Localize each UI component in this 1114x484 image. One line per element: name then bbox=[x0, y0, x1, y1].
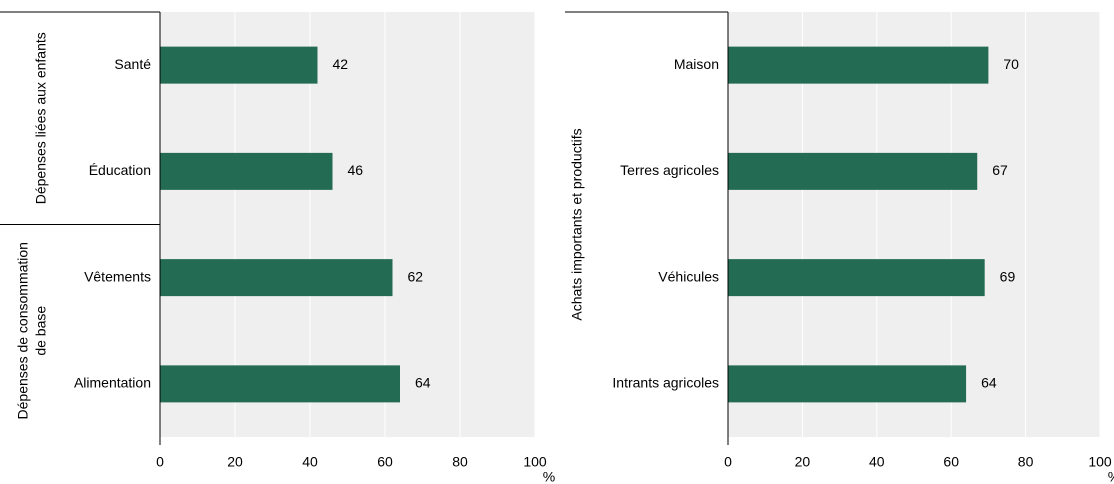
y-tick-label: Terres agricoles bbox=[620, 162, 719, 178]
y-tick-label: Maison bbox=[674, 56, 719, 72]
value-label: 42 bbox=[333, 56, 349, 72]
value-label: 69 bbox=[1000, 268, 1016, 284]
value-label: 67 bbox=[992, 162, 1008, 178]
value-label: 62 bbox=[408, 268, 424, 284]
bar bbox=[160, 365, 400, 403]
bar bbox=[728, 259, 985, 297]
x-tick-label: 0 bbox=[156, 454, 164, 470]
group-label: Dépenses liées aux enfants bbox=[33, 32, 49, 204]
value-label: 70 bbox=[1003, 56, 1019, 72]
x-tick-label: 0 bbox=[724, 454, 732, 470]
x-tick-label: 40 bbox=[869, 454, 885, 470]
x-tick-label: 40 bbox=[302, 454, 318, 470]
x-axis-label: % bbox=[1108, 469, 1114, 484]
bar bbox=[160, 152, 333, 190]
bar bbox=[728, 46, 989, 84]
bar bbox=[728, 365, 967, 403]
x-tick-label: 100 bbox=[1088, 454, 1112, 470]
x-tick-label: 100 bbox=[523, 454, 547, 470]
bar bbox=[160, 46, 318, 84]
y-tick-label: Alimentation bbox=[74, 375, 151, 391]
bar bbox=[728, 152, 978, 190]
group-label: de base bbox=[33, 306, 49, 356]
y-tick-label: Intrants agricoles bbox=[612, 375, 719, 391]
x-tick-label: 20 bbox=[227, 454, 243, 470]
y-tick-label: Éducation bbox=[89, 162, 151, 178]
x-tick-label: 20 bbox=[795, 454, 811, 470]
value-label: 64 bbox=[981, 375, 997, 391]
group-label: Dépenses de consommation bbox=[15, 242, 31, 419]
x-axis-label: % bbox=[543, 469, 555, 484]
y-tick-label: Santé bbox=[114, 56, 151, 72]
group-label: Achats importants et productifs bbox=[569, 128, 585, 320]
x-tick-label: 60 bbox=[377, 454, 393, 470]
value-label: 46 bbox=[348, 162, 364, 178]
x-tick-label: 80 bbox=[452, 454, 468, 470]
y-tick-label: Vêtements bbox=[84, 268, 151, 284]
x-tick-label: 60 bbox=[943, 454, 959, 470]
x-tick-label: 80 bbox=[1018, 454, 1034, 470]
bar bbox=[160, 259, 393, 297]
y-tick-label: Véhicules bbox=[658, 268, 719, 284]
value-label: 64 bbox=[415, 375, 431, 391]
